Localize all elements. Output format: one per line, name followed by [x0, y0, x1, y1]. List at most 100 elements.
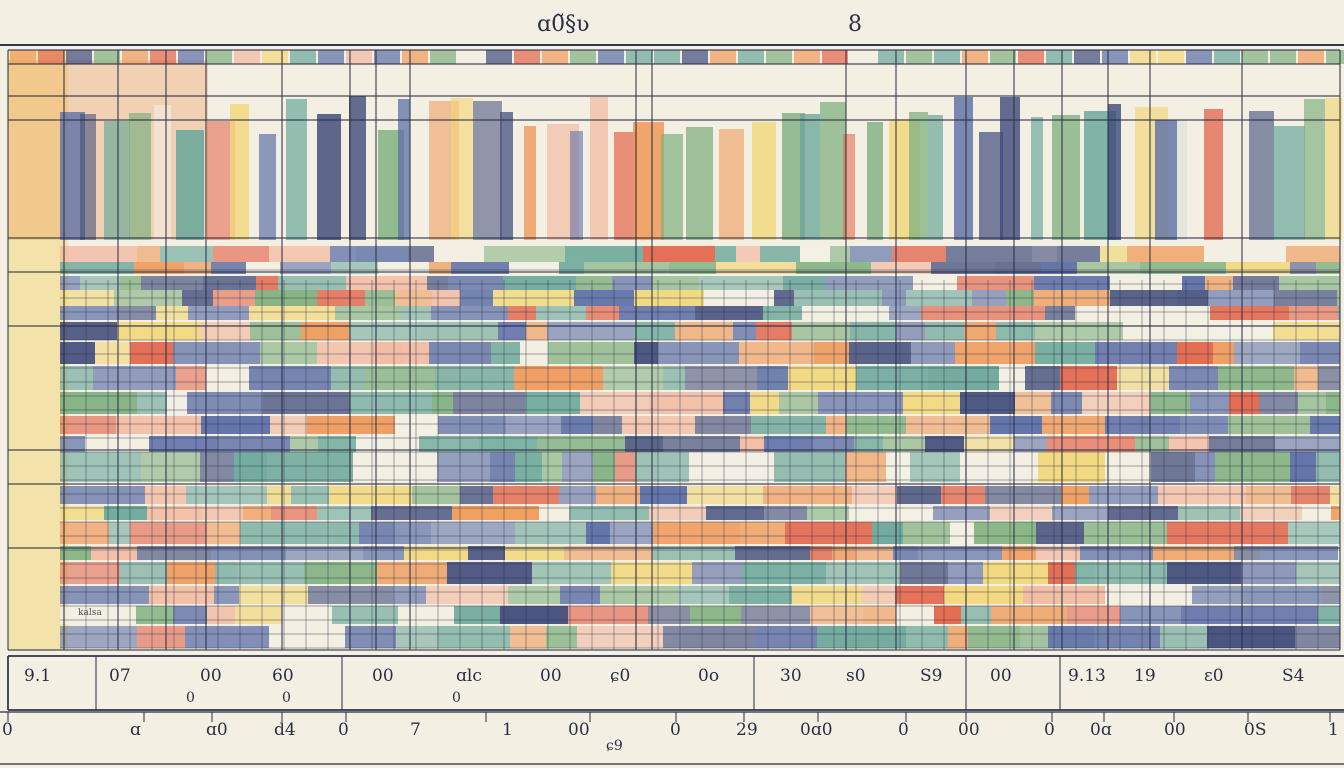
mosaic-cell: [979, 132, 1003, 240]
mosaic-cell: [419, 436, 479, 452]
mosaic-cell: [1288, 522, 1340, 544]
mosaic-cell: [822, 50, 848, 64]
mosaic-cell: [60, 342, 95, 364]
mosaic-cell: [1195, 452, 1215, 482]
mosaic-cell: [856, 366, 928, 390]
mosaic-cell: [60, 436, 85, 452]
mosaic-cell: [515, 522, 586, 544]
mosaic-cell: [176, 366, 206, 390]
mosaic-cell: [147, 506, 202, 520]
mosaic-cell: [454, 606, 500, 624]
mosaic-cell: [330, 246, 356, 262]
mosaic-cell: [565, 246, 643, 262]
mosaic-cell: [239, 586, 308, 604]
mosaic-cell: [286, 99, 307, 240]
mosaic-cell: [1042, 416, 1105, 434]
mosaic-cell: [634, 342, 658, 364]
mosaic-cell: [173, 606, 207, 624]
mosaic-cell: [906, 50, 932, 64]
mosaic-cell: [1014, 436, 1047, 452]
mosaic-cell: [1290, 452, 1316, 482]
mosaic-cell: [774, 452, 845, 482]
mosaic-cell: [331, 366, 365, 390]
mosaic-cell: [184, 262, 211, 274]
mosaic-cell: [317, 506, 371, 520]
mosaic-cell: [1135, 436, 1169, 452]
row2-label: d4: [274, 720, 296, 740]
mosaic-cell: [173, 342, 260, 364]
mosaic-cell: [371, 506, 452, 520]
mosaic-cell: [633, 322, 675, 340]
mosaic-cell: [633, 122, 664, 240]
mosaic-cell: [826, 416, 846, 434]
mosaic-cell: [849, 506, 933, 520]
mosaic-cell: [500, 606, 568, 624]
mosaic-cell: [185, 626, 269, 648]
mosaic-cell: [484, 246, 565, 262]
mosaic-cell: [964, 436, 1014, 452]
mosaic-cell: [1214, 50, 1240, 64]
mosaic-cell: [447, 562, 532, 584]
mosaic-cell: [906, 626, 948, 648]
mosaic-cell: [715, 246, 736, 262]
mosaic-cell: [359, 522, 395, 544]
row1-label: 00: [540, 666, 562, 686]
mosaic-cell: [663, 626, 683, 648]
mosaic-cell: [648, 606, 690, 624]
mosaic-cell: [1223, 129, 1243, 240]
mosaic-cell: [290, 436, 318, 452]
mosaic-cell: [490, 452, 515, 482]
mosaic-cell: [60, 452, 141, 482]
mosaic-cell: [1304, 99, 1325, 240]
mosaic-cell: [872, 522, 903, 544]
mosaic-cell: [60, 246, 137, 262]
mosaic-cell: [250, 322, 301, 340]
mosaic-cell: [1298, 392, 1326, 414]
mosaic-cell: [735, 546, 810, 560]
mosaic-cell: [900, 562, 948, 584]
mosaic-cell: [576, 276, 612, 290]
mosaic-cell: [1289, 306, 1338, 320]
mosaic-cell: [695, 306, 763, 320]
mosaic-cell: [1338, 306, 1340, 320]
mosaic-cell: [560, 586, 600, 604]
mosaic-cell: [729, 586, 792, 604]
mosaic-cell: [764, 506, 807, 520]
mosaic-cell: [345, 626, 396, 648]
mosaic-cell: [960, 452, 1038, 482]
row2-label: ɑ: [130, 720, 141, 740]
mosaic-cell: [94, 50, 120, 64]
mosaic-cell: [8, 50, 68, 650]
mosaic-cell: [398, 99, 410, 240]
mosaic-cell: [752, 122, 776, 240]
mosaic-cell: [716, 262, 796, 274]
mosaic-cell: [960, 392, 1015, 414]
mosaic-cell: [460, 486, 493, 504]
mosaic-cell: [524, 126, 536, 240]
mosaic-cell: [60, 546, 91, 560]
mosaic-cell: [1102, 50, 1128, 64]
mosaic-cell: [532, 562, 611, 584]
row2-label: 0S: [1244, 720, 1267, 740]
mosaic-cell: [996, 322, 1035, 340]
mosaic-cell: [584, 262, 669, 274]
mosaic-cell: [60, 366, 93, 390]
mosaic-cell: [346, 276, 427, 290]
mosaic-cell: [438, 416, 506, 434]
mosaic-cell: [234, 452, 267, 482]
mosaic-cell: [1000, 97, 1020, 240]
mosaic-cell: [946, 246, 1032, 262]
mosaic-cell: [458, 50, 484, 64]
mosaic-cell: [893, 546, 918, 560]
mosaic-cell: [854, 436, 883, 452]
mosaic-cell: [669, 262, 716, 274]
mosaic-cell: [437, 626, 510, 648]
mosaic-cell: [739, 342, 814, 364]
mosaic-cell: [1204, 246, 1286, 262]
mosaic-cell: [290, 50, 316, 64]
mosaic-cell: [564, 546, 652, 560]
mosaic-cell: [452, 506, 539, 520]
mosaic-cell: [1259, 392, 1298, 414]
mosaic-cell: [990, 50, 1016, 64]
mosaic-cell: [473, 101, 502, 240]
